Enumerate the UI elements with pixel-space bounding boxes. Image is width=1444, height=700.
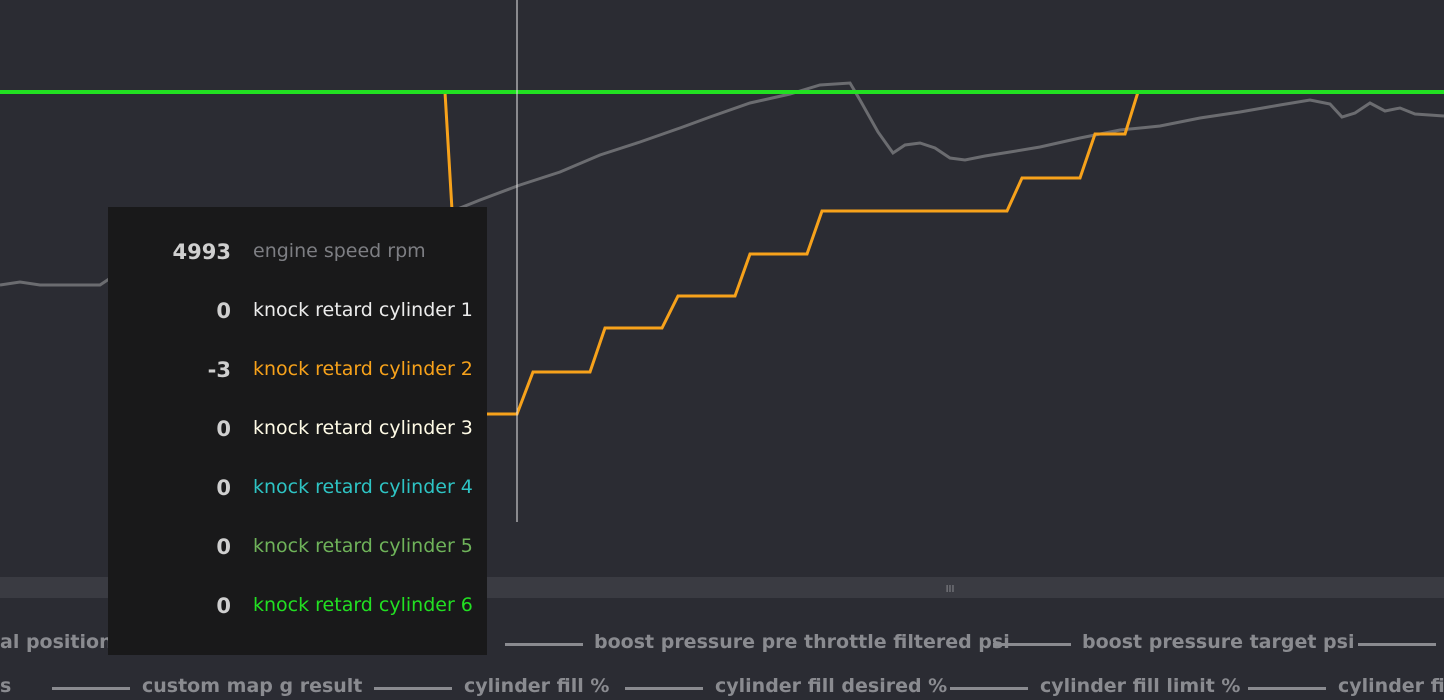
tooltip-value: 0	[216, 417, 231, 441]
trace-rpm	[0, 81, 1444, 287]
legend-swatch	[374, 687, 452, 690]
legend-swatch	[1248, 687, 1326, 690]
tooltip-label: engine speed rpm	[253, 240, 426, 262]
tooltip-label: knock retard cylinder 1	[253, 299, 473, 321]
tooltip-value: -3	[207, 358, 231, 382]
tooltip-label: knock retard cylinder 5	[253, 535, 473, 557]
legend-item[interactable]: cylinder fill desired %	[715, 675, 948, 697]
tooltip-label: knock retard cylinder 2	[253, 358, 473, 380]
tooltip-label: knock retard cylinder 6	[253, 594, 473, 616]
splitter-grip: III	[946, 584, 955, 595]
legend-item[interactable]: boost pressure target psi	[1082, 631, 1355, 653]
legend-item[interactable]: s	[0, 675, 12, 697]
tooltip-value: 0	[216, 476, 231, 500]
legend-swatch	[1358, 643, 1436, 646]
tooltip-label: knock retard cylinder 3	[253, 417, 473, 439]
legend-swatch	[950, 687, 1028, 690]
legend-swatch	[52, 687, 130, 690]
legend-item[interactable]: cylinder fill %	[464, 675, 610, 697]
legend-item[interactable]: cylinder fill	[1338, 675, 1444, 697]
legend-item[interactable]: al position %	[0, 631, 139, 653]
legend-item[interactable]: cylinder fill limit %	[1040, 675, 1241, 697]
legend-swatch	[625, 687, 703, 690]
legend-swatch	[505, 643, 583, 646]
tooltip-value: 0	[216, 594, 231, 618]
tooltip-value: 0	[216, 535, 231, 559]
tooltip: 4993 engine speed rpm 0 knock retard cylind…	[108, 207, 487, 655]
trace-knock-2	[443, 91, 1140, 416]
legend-item[interactable]: custom map g result	[142, 675, 363, 697]
tooltip-value: 4993	[172, 240, 231, 264]
legend-swatch	[993, 643, 1071, 646]
tooltip-value: 0	[216, 299, 231, 323]
tooltip-label: knock retard cylinder 4	[253, 476, 473, 498]
legend-item[interactable]: boost pressure pre throttle filtered psi	[594, 631, 1010, 653]
